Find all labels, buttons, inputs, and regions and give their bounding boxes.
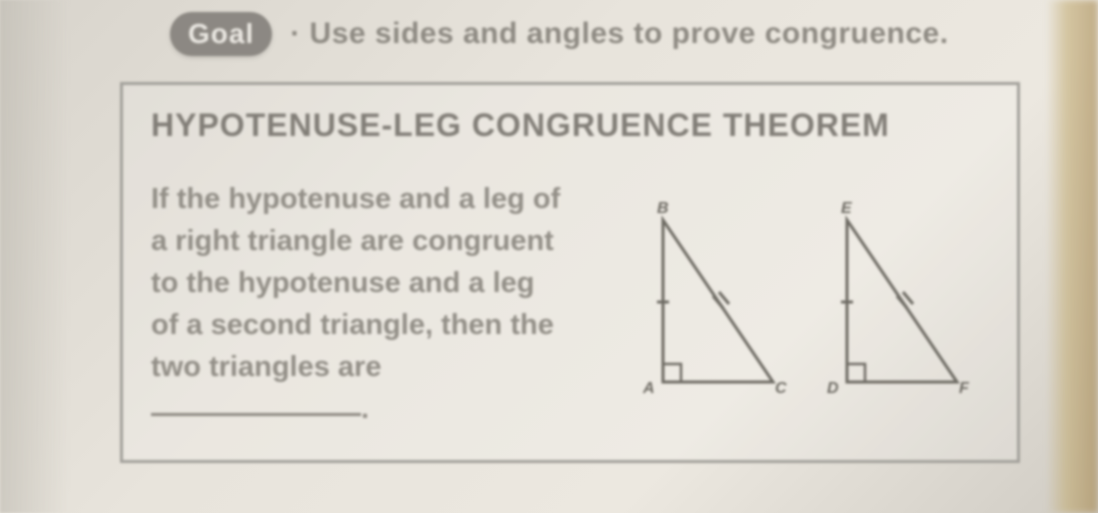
triangle-1: B A C [633, 202, 793, 407]
triangle-2-svg [817, 202, 977, 402]
theorem-title: HYPOTENUSE-LEG CONGRUENCE THEOREM [151, 107, 989, 144]
goal-text: · Use sides and angles to prove congruen… [290, 17, 948, 51]
triangles-diagram: B A C E D F [621, 202, 989, 407]
triangle-2-label-top: E [841, 200, 852, 218]
theorem-line-5-prefix: two triangles are [151, 351, 381, 383]
worksheet-page: Goal · Use sides and angles to prove con… [40, 0, 1038, 513]
triangle-1-label-bl: A [643, 380, 655, 398]
theorem-line-1: If the hypotenuse and a leg of [151, 183, 560, 215]
theorem-line-3: to the hypotenuse and a leg [151, 267, 535, 299]
theorem-line-4: of a second triangle, then the [151, 309, 554, 341]
theorem-line-5-suffix: . [361, 393, 369, 425]
theorem-body: If the hypotenuse and a leg of a right t… [151, 178, 989, 430]
theorem-box: HYPOTENUSE-LEG CONGRUENCE THEOREM If the… [120, 82, 1020, 463]
triangle-1-svg [633, 202, 793, 402]
triangle-2-label-bl: D [827, 380, 839, 398]
triangle-1-label-br: C [775, 380, 787, 398]
goal-badge: Goal [170, 12, 272, 56]
page-right-edge [1046, 0, 1098, 513]
theorem-text: If the hypotenuse and a leg of a right t… [151, 178, 591, 430]
triangle-2: E D F [817, 202, 977, 407]
triangle-1-label-top: B [657, 200, 669, 218]
fill-in-blank[interactable] [151, 413, 361, 416]
goal-row: Goal · Use sides and angles to prove con… [170, 12, 1018, 56]
theorem-line-2: a right triangle are congruent [151, 225, 554, 257]
triangle-2-label-br: F [959, 380, 969, 398]
